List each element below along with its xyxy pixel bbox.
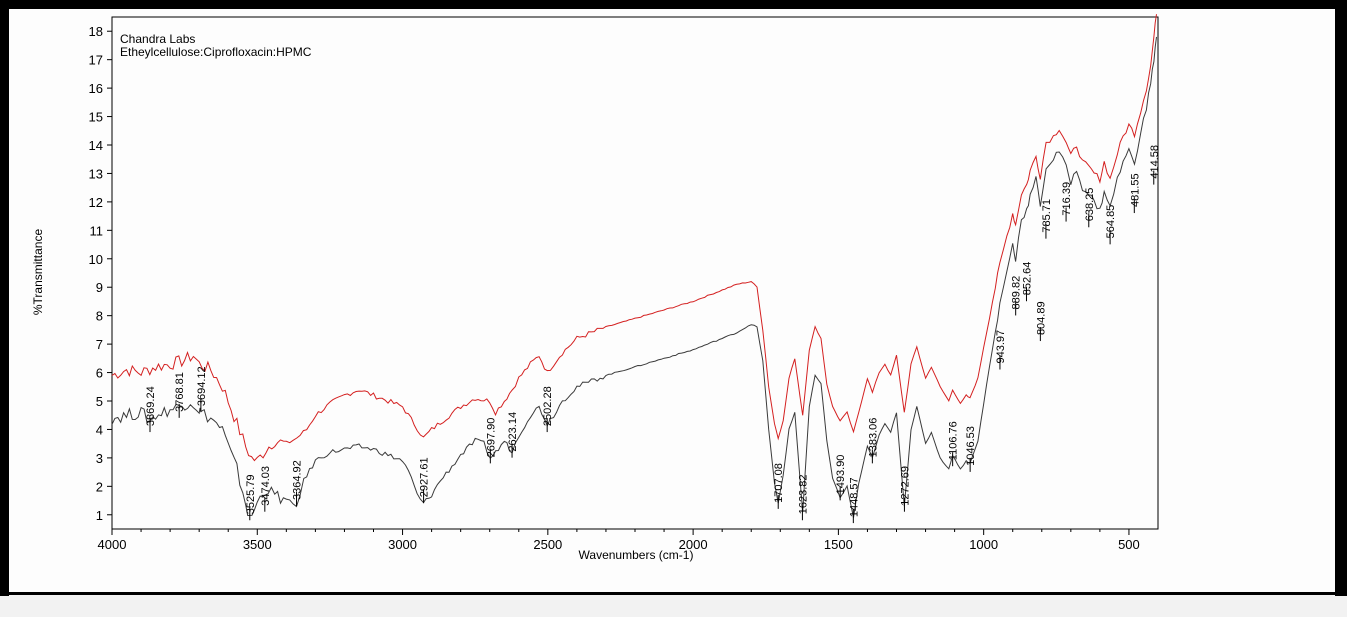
peak-label: 785.71 xyxy=(1041,199,1053,239)
peak-label: 2502.28 xyxy=(542,386,554,433)
y-tick-label: 6 xyxy=(96,366,103,381)
y-tick-label: 18 xyxy=(89,24,103,39)
peak-labels: 3869.24 3768.81 3694.12 3525.79 3474.03 3364.… xyxy=(145,145,1161,524)
peak-label: 852.64 xyxy=(1021,262,1033,302)
y-tick-label: 5 xyxy=(96,394,103,409)
x-tick-label: 500 xyxy=(1118,537,1140,552)
peak-label-text: 2697.90 xyxy=(485,418,497,458)
x-tick-label: 1000 xyxy=(969,537,998,552)
series-line-1 xyxy=(111,14,1157,462)
peak-label-text: 1272.69 xyxy=(899,466,911,506)
y-tick-label: 13 xyxy=(89,166,103,181)
peak-label: 3474.03 xyxy=(260,466,272,512)
peak-label-text: 852.64 xyxy=(1021,262,1033,296)
y-tick-label: 14 xyxy=(89,138,103,153)
y-tick-label: 11 xyxy=(90,223,104,238)
x-tick-label: 1500 xyxy=(824,537,853,552)
peak-label-text: 889.82 xyxy=(1011,276,1023,310)
peak-label: 414.58 xyxy=(1149,145,1161,185)
peak-label: 2927.61 xyxy=(419,457,431,504)
peak-label: 3768.81 xyxy=(174,372,186,418)
x-tick-label: 4000 xyxy=(98,537,127,552)
axes: 4000 3500 3000 2500 2000 1500 1000 500123456789… xyxy=(89,16,1159,552)
peak-label: 638.25 xyxy=(1084,188,1096,228)
peak-label: 804.89 xyxy=(1035,301,1047,342)
frame-border-top xyxy=(0,0,1347,9)
y-tick-label: 1 xyxy=(96,508,103,523)
peak-label: 1383.06 xyxy=(867,418,879,464)
peak-label-text: 2927.61 xyxy=(419,457,431,497)
peak-label-text: 1707.08 xyxy=(773,463,785,503)
peak-label-text: 3768.81 xyxy=(174,372,186,412)
peak-label-text: 3525.79 xyxy=(245,474,257,514)
peak-label: 716.39 xyxy=(1061,182,1073,222)
x-tick-label: 3500 xyxy=(243,537,272,552)
y-tick-label: 8 xyxy=(96,309,103,324)
peak-label: 943.97 xyxy=(995,330,1007,370)
frame-border-right xyxy=(1335,0,1347,596)
peak-label-text: 1623.82 xyxy=(797,474,809,514)
peak-label: 1448.57 xyxy=(848,477,860,524)
peak-label-text: 716.39 xyxy=(1061,182,1073,216)
peak-label: 3694.12 xyxy=(196,366,208,413)
frame-border-bottom xyxy=(0,592,1347,595)
peak-label-text: 638.25 xyxy=(1084,188,1096,222)
peak-label-text: 1106.76 xyxy=(948,421,960,460)
y-axis-title: %Transmittance xyxy=(31,229,45,316)
peak-label-text: 804.89 xyxy=(1035,301,1047,335)
page-bottom-shade xyxy=(0,595,1347,617)
y-tick-label: 15 xyxy=(89,110,103,125)
peak-label-text: 481.55 xyxy=(1129,173,1141,207)
y-tick-label: 12 xyxy=(89,195,103,210)
y-tick-label: 9 xyxy=(96,280,103,295)
peak-label-text: 1448.57 xyxy=(848,477,860,517)
peak-label: 2697.90 xyxy=(485,418,497,464)
frame-border-left xyxy=(0,0,9,596)
y-tick-label: 4 xyxy=(96,422,103,437)
peak-label: 1272.69 xyxy=(899,466,911,512)
peak-label: 3364.92 xyxy=(292,460,304,507)
peak-label-text: 943.97 xyxy=(995,330,1007,364)
peak-label: 889.82 xyxy=(1011,276,1023,316)
y-tick-label: 17 xyxy=(89,53,103,68)
peak-label: 1493.90 xyxy=(835,455,847,501)
peak-label-text: 564.85 xyxy=(1105,205,1117,239)
y-tick-label: 3 xyxy=(96,451,103,466)
peak-label-text: 3869.24 xyxy=(145,386,157,426)
chart-subtitle: Etheylcellulose:Ciprofloxacin:HPMC xyxy=(120,45,312,59)
x-axis-title: Wavenumbers (cm-1) xyxy=(579,548,694,562)
peak-label: 481.55 xyxy=(1129,173,1141,214)
peak-label: 1707.08 xyxy=(773,463,785,509)
chart-title: Chandra Labs xyxy=(120,32,195,46)
series-line-2 xyxy=(111,36,1157,518)
y-tick-label: 7 xyxy=(96,337,103,352)
peak-label-text: 785.71 xyxy=(1041,199,1053,233)
peak-label-text: 414.58 xyxy=(1149,145,1161,179)
x-tick-label: 2500 xyxy=(533,537,562,552)
y-tick-label: 16 xyxy=(89,81,103,96)
peak-label-text: 3694.12 xyxy=(196,366,208,406)
series-lines xyxy=(111,14,1157,518)
plot-frame xyxy=(111,16,1159,530)
peak-label-text: 3474.03 xyxy=(260,466,272,506)
peak-label-text: 2623.14 xyxy=(507,412,519,452)
y-tick-label: 10 xyxy=(89,252,103,267)
peak-label-text: 1383.06 xyxy=(867,418,879,458)
peak-label: 1046.53 xyxy=(965,426,977,472)
x-tick-label: 3000 xyxy=(388,537,417,552)
peak-label-text: 3364.92 xyxy=(292,460,304,500)
x-tick-label: 2000 xyxy=(679,537,708,552)
peak-label: 1106.76 xyxy=(948,421,960,467)
peak-label-text: 1046.53 xyxy=(965,426,977,466)
peak-label: 3525.79 xyxy=(245,474,257,521)
peak-label-text: 1493.90 xyxy=(835,455,847,495)
y-tick-label: 2 xyxy=(96,479,103,494)
peak-label: 1623.82 xyxy=(797,474,809,521)
peak-label-text: 2502.28 xyxy=(542,386,554,426)
peak-label: 2623.14 xyxy=(507,412,519,458)
peak-label: 564.85 xyxy=(1105,205,1117,245)
peak-label: 3869.24 xyxy=(145,386,157,433)
